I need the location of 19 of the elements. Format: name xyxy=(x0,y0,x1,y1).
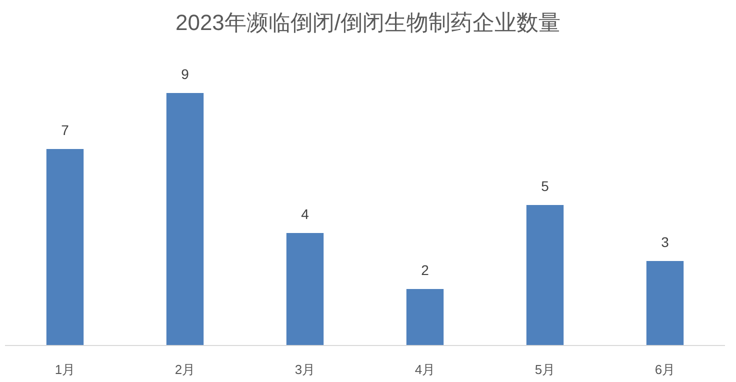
data-label: 5 xyxy=(541,178,550,194)
data-label: 9 xyxy=(181,66,190,82)
x-tick-label: 1月 xyxy=(54,362,76,377)
data-label: 7 xyxy=(61,122,70,138)
bar xyxy=(46,149,84,345)
x-tick-label: 4月 xyxy=(414,362,436,377)
x-tick-label: 6月 xyxy=(654,362,676,377)
bar xyxy=(526,205,564,345)
x-tick-label: 5月 xyxy=(534,362,556,377)
x-tick-label: 2月 xyxy=(174,362,196,377)
data-label: 2 xyxy=(421,262,430,278)
data-label: 3 xyxy=(661,234,670,250)
bar xyxy=(406,289,444,345)
bar xyxy=(646,261,684,345)
chart-title: 2023年濒临倒闭/倒闭生物制药企业数量 xyxy=(175,10,561,35)
x-tick-label: 3月 xyxy=(294,362,316,377)
bar xyxy=(286,233,324,345)
data-label: 4 xyxy=(301,206,310,222)
bar xyxy=(166,93,204,345)
